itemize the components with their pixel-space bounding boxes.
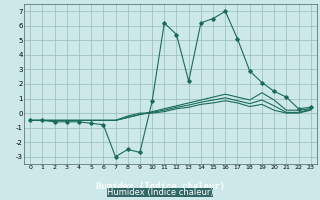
Text: Humidex (Indice chaleur): Humidex (Indice chaleur) [95, 182, 225, 192]
Text: Humidex (Indice chaleur): Humidex (Indice chaleur) [107, 188, 213, 196]
